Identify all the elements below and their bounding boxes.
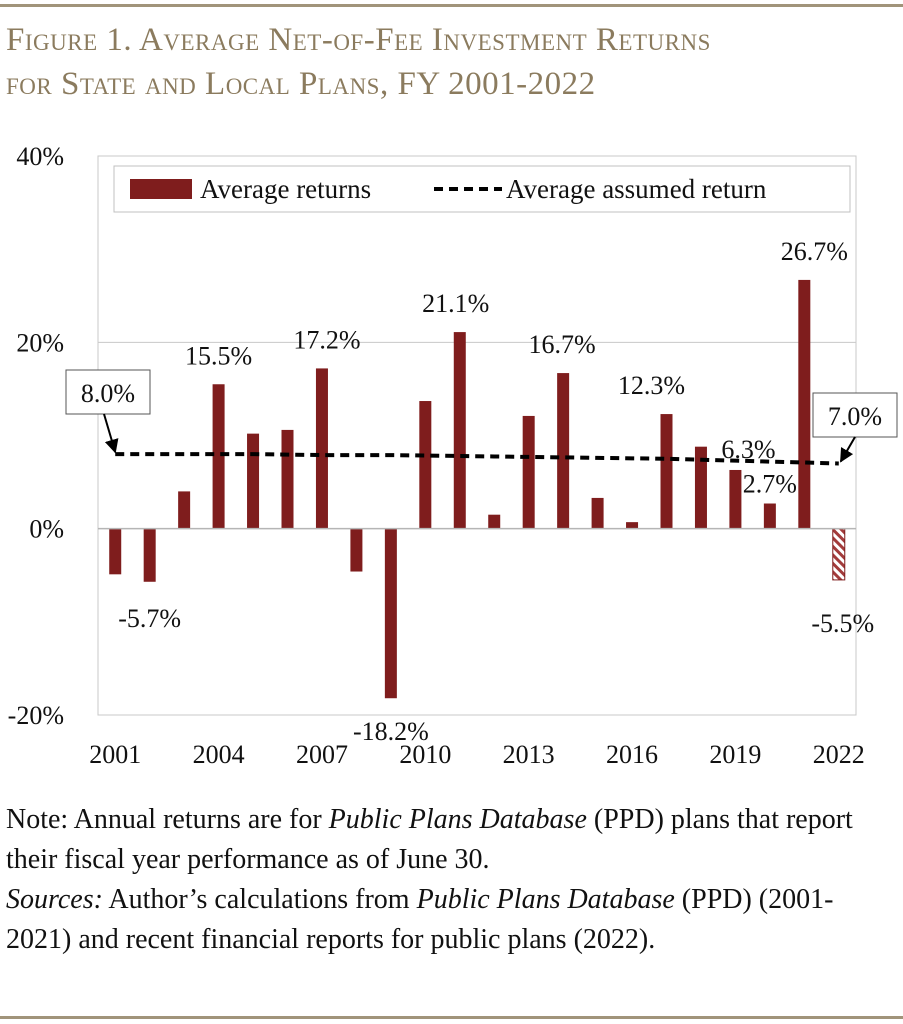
bar [109,528,122,575]
x-tick-label: 2007 [296,740,348,769]
bar [281,429,294,529]
data-label: -18.2% [353,717,429,746]
callout-label: 7.0% [828,402,882,431]
bar [419,401,432,529]
bar [626,522,639,529]
sources-label: Sources: [6,884,103,915]
bars [109,279,846,699]
data-label: 17.2% [293,325,360,354]
callout-label: 8.0% [81,379,135,408]
x-tick-label: 2013 [503,740,555,769]
note-rest: (PPD) plans that report their fiscal yea… [6,804,853,875]
data-label: -5.5% [811,609,874,638]
data-label: 26.7% [781,237,848,266]
bar [247,433,260,529]
bar [212,384,225,529]
bar [798,279,811,529]
figure-title-line-2: for State and Local Plans, FY 2001-2022 [6,66,596,102]
bar [178,491,191,529]
bar-estimate [832,528,846,581]
assumed-return-series-line [115,452,839,466]
legend-label-assumed: Average assumed return [506,174,767,204]
figure-title-line-1: Figure 1. Average Net-of-Fee Investment … [6,22,711,58]
sources-italic-database: Public Plans Database [416,884,675,915]
bar [384,528,397,699]
callout-arrow [839,436,856,463]
bar [350,528,363,572]
figure-note: Note: Annual returns are for Public Plan… [6,800,896,960]
x-tick-label: 2004 [193,740,245,769]
x-tick-label: 2010 [399,740,451,769]
data-label: 21.1% [422,289,489,318]
y-tick-label: 40% [16,142,64,171]
sources-text-1: Author’s calculations from [102,884,417,915]
note-italic-database: Public Plans Database [328,804,587,835]
data-label: 15.5% [185,341,252,370]
legend-label-returns: Average returns [200,174,371,204]
bar [660,414,673,529]
data-label: 12.3% [618,371,685,400]
note-prefix: Note: Annual returns are for [6,804,329,835]
bar [315,368,328,529]
data-label: 2.7% [743,470,797,499]
callout-box [812,392,898,438]
data-labels: -5.7% 15.5% 17.2% -18.2% 21.1% 16.7% 12.3% 6.3%… [65,237,898,746]
bar [763,503,776,529]
bar [557,373,570,529]
x-tick-label: 2016 [606,740,658,769]
y-tick-label: -20% [8,701,64,730]
top-rule [0,4,903,7]
callout-box [65,369,151,415]
axes: -20% 0% 20% 40% 2001 2004 2007 2010 2013 2016 2019… [8,142,865,769]
y-tick-label: 20% [16,328,64,357]
bar [143,528,156,582]
callout-arrow [103,413,119,454]
bar [488,514,501,529]
bar [522,415,535,529]
bar [591,497,604,529]
data-label: 6.3% [721,435,775,464]
bar [729,469,742,529]
bar [694,446,707,529]
returns-chart: -20% 0% 20% 40% 2001 2004 2007 2010 2013 2016 2019… [8,142,898,769]
data-label: 16.7% [529,330,596,359]
figure-title: Figure 1. Average Net-of-Fee Investment … [6,18,896,106]
bottom-rule [0,1016,903,1019]
data-label: -5.7% [118,604,181,633]
bar [453,332,466,529]
legend: Average returns Average assumed return [113,165,851,213]
sources-text-2: (PPD) (2001-2021) and recent financial r… [6,884,834,955]
y-tick-label: 0% [29,515,64,544]
assumed-return-line [115,452,839,466]
x-tick-label: 2019 [709,740,761,769]
x-tick-label: 2022 [813,740,865,769]
legend-bar-swatch [130,179,192,199]
x-tick-label: 2001 [89,740,141,769]
